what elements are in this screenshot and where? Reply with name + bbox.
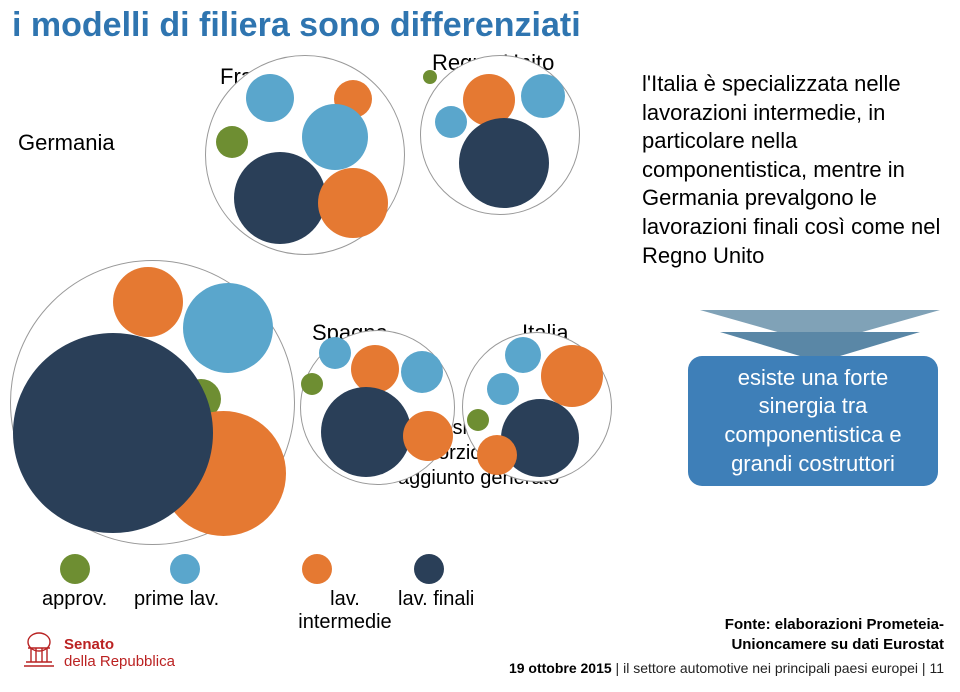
bubble — [13, 333, 213, 533]
source-text: Fonte: elaborazioni Prometeia-Unioncamer… — [644, 615, 944, 656]
senato-logo-text: Senato della Repubblica — [64, 636, 175, 671]
footer-date: 19 ottobre 2015 — [509, 660, 612, 676]
bubble — [467, 409, 489, 431]
cluster-italia — [462, 332, 612, 482]
legend-label-finali: lav. finali — [398, 588, 474, 611]
bubble — [505, 337, 541, 373]
bubble — [318, 168, 388, 238]
bubble — [113, 267, 183, 337]
senato-emblem-icon — [22, 632, 56, 674]
cluster-germania — [10, 260, 295, 545]
senato-logo: Senato della Repubblica — [22, 632, 175, 674]
legend-dot-prime — [170, 554, 200, 584]
bubble — [401, 351, 443, 393]
cluster-spagna — [300, 330, 455, 485]
bubble — [423, 70, 437, 84]
bubble — [541, 345, 603, 407]
legend-dot-finali — [414, 554, 444, 584]
bubble — [246, 74, 294, 122]
footer-subject: il settore automotive nei principali pae… — [623, 660, 918, 676]
bubble — [351, 345, 399, 393]
bubble — [234, 152, 326, 244]
legend-dot-approv — [60, 554, 90, 584]
bubble — [477, 435, 517, 475]
page-title: i modelli di filiera sono differenziati — [12, 6, 581, 45]
bubble — [459, 118, 549, 208]
bubble — [487, 373, 519, 405]
bubble — [521, 74, 565, 118]
bubble — [216, 126, 248, 158]
callout-text: esiste una forte sinergia tra componenti… — [702, 364, 924, 478]
label-germania: Germania — [18, 130, 115, 156]
callout-box: esiste una forte sinergia tra componenti… — [688, 356, 938, 486]
bubble — [435, 106, 467, 138]
legend-label-interm: lav. intermedie — [290, 588, 400, 634]
bubble — [319, 337, 351, 369]
main-description: l'Italia è specializzata nelle lavorazio… — [642, 70, 942, 270]
footer-source: Fonte: elaborazioni Prometeia-Unioncamer… — [509, 615, 944, 678]
legend-label-prime: prime lav. — [134, 588, 219, 611]
cluster-uk — [420, 55, 580, 215]
bubble — [183, 283, 273, 373]
footer-page: 11 — [929, 660, 944, 676]
bubble — [321, 387, 411, 477]
legend-label-approv: approv. — [42, 588, 107, 611]
bubble — [301, 373, 323, 395]
cluster-francia — [205, 55, 405, 255]
bubble — [403, 411, 453, 461]
bubble — [302, 104, 368, 170]
legend-dot-interm — [302, 554, 332, 584]
